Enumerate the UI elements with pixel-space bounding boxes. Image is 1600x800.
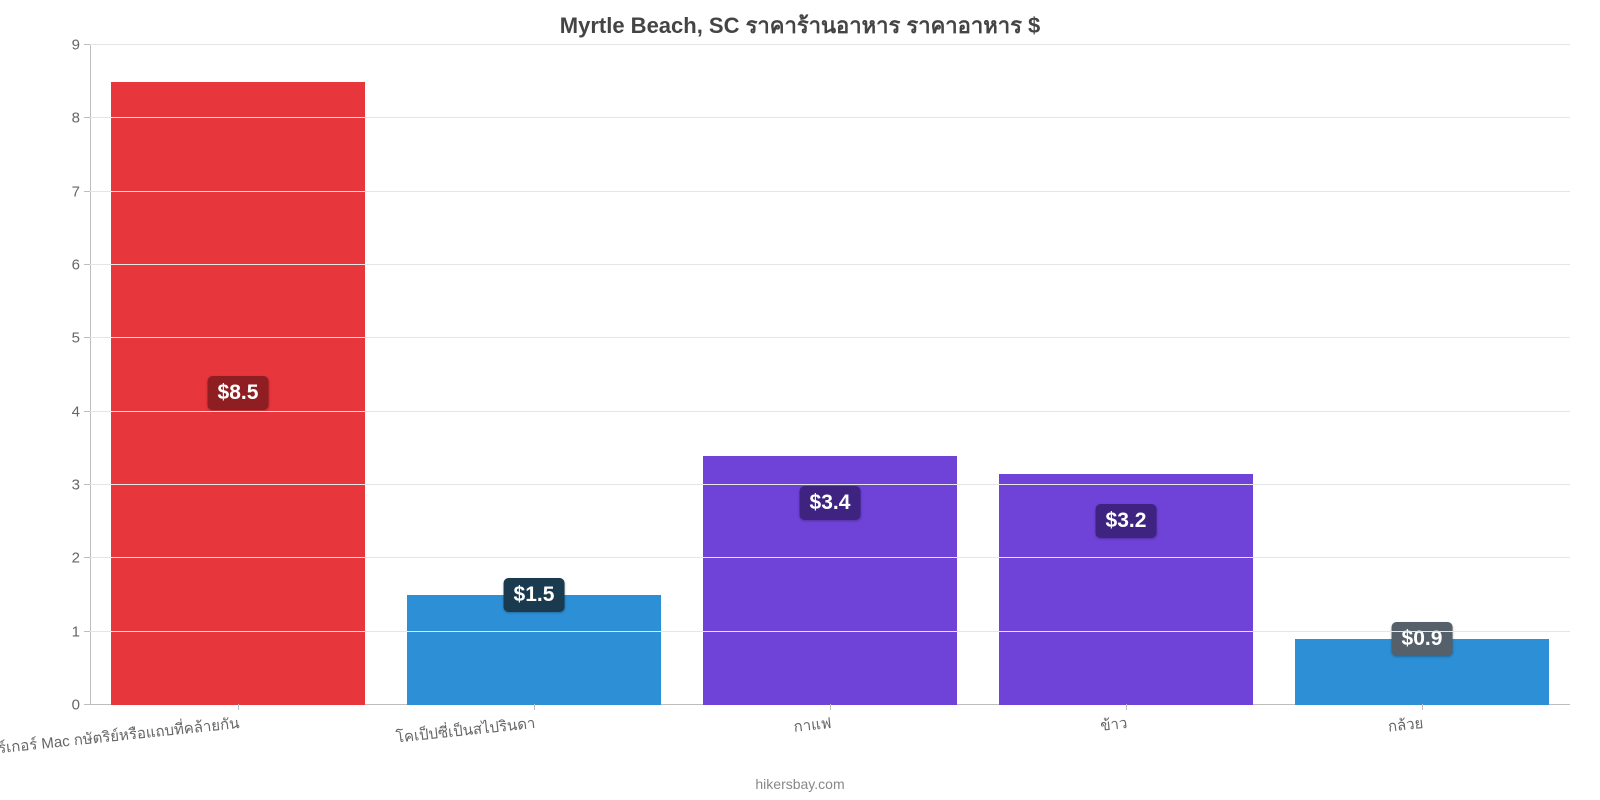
bar: $0.9 (1295, 639, 1550, 705)
x-label-slot: กาแฟ (682, 705, 978, 765)
grid-line (90, 264, 1570, 265)
y-tick-mark (84, 44, 90, 45)
y-tick-label: 1 (72, 623, 80, 640)
bar-slot: $3.2 (978, 45, 1274, 705)
x-tick-mark (534, 704, 535, 710)
x-tick-mark (830, 704, 831, 710)
x-axis-labels: เบอร์เกอร์ Mac กษัตริย์หรือแถบที่คล้ายกั… (90, 705, 1570, 765)
chart-title: Myrtle Beach, SC ราคาร้านอาหาร ราคาอาหาร… (0, 8, 1600, 43)
value-badge: $3.4 (800, 486, 861, 520)
grid-line (90, 117, 1570, 118)
y-tick-mark (84, 484, 90, 485)
y-tick-label: 2 (72, 550, 80, 567)
grid-line (90, 337, 1570, 338)
value-badge: $1.5 (504, 578, 565, 612)
y-tick-mark (84, 191, 90, 192)
plot-area: $8.5$1.5$3.4$3.2$0.9 0123456789 (90, 45, 1570, 705)
x-axis-category-label: กาแฟ (792, 711, 832, 739)
y-tick-label: 7 (72, 183, 80, 200)
y-tick-mark (84, 631, 90, 632)
y-tick-label: 3 (72, 477, 80, 494)
y-tick-mark (84, 117, 90, 118)
bar-slot: $8.5 (90, 45, 386, 705)
x-label-slot: เบอร์เกอร์ Mac กษัตริย์หรือแถบที่คล้ายกั… (90, 705, 386, 765)
y-tick-label: 5 (72, 330, 80, 347)
bar-slot: $3.4 (682, 45, 978, 705)
grid-line (90, 191, 1570, 192)
grid-line (90, 484, 1570, 485)
price-bar-chart: Myrtle Beach, SC ราคาร้านอาหาร ราคาอาหาร… (0, 0, 1600, 800)
grid-line (90, 631, 1570, 632)
y-tick-label: 9 (72, 37, 80, 54)
bars-container: $8.5 $1.5 $3.4 $3.2 $0.9 (90, 45, 1570, 705)
bar-slot: $0.9 (1274, 45, 1570, 705)
y-tick-label: 6 (72, 257, 80, 274)
value-badge: $0.9 (1392, 622, 1453, 656)
x-axis-category-label: ข้าว (1099, 711, 1128, 738)
bar: $3.4 (703, 456, 958, 705)
x-axis-category-label: โคเป็ปซี่เป็นสไปรินดา (395, 711, 537, 750)
grid-line (90, 411, 1570, 412)
value-badge: $3.2 (1096, 504, 1157, 538)
y-tick-mark (84, 411, 90, 412)
x-label-slot: กล้วย (1274, 705, 1570, 765)
y-tick-label: 0 (72, 697, 80, 714)
bar: $1.5 (407, 595, 662, 705)
bar: $3.2 (999, 474, 1254, 705)
y-tick-mark (84, 264, 90, 265)
x-tick-mark (238, 704, 239, 710)
grid-line (90, 557, 1570, 558)
value-badge: $8.5 (208, 376, 269, 410)
chart-caption: hikersbay.com (0, 776, 1600, 792)
bar-slot: $1.5 (386, 45, 682, 705)
x-label-slot: ข้าว (978, 705, 1274, 765)
y-tick-label: 4 (72, 403, 80, 420)
y-tick-label: 8 (72, 110, 80, 127)
x-label-slot: โคเป็ปซี่เป็นสไปรินดา (386, 705, 682, 765)
bar: $8.5 (111, 82, 366, 705)
x-tick-mark (1126, 704, 1127, 710)
x-axis-category-label: เบอร์เกอร์ Mac กษัตริย์หรือแถบที่คล้ายกั… (0, 711, 241, 763)
y-tick-mark (84, 337, 90, 338)
x-axis-category-label: กล้วย (1387, 711, 1425, 739)
grid-line (90, 44, 1570, 45)
x-tick-mark (1422, 704, 1423, 710)
y-tick-mark (84, 557, 90, 558)
